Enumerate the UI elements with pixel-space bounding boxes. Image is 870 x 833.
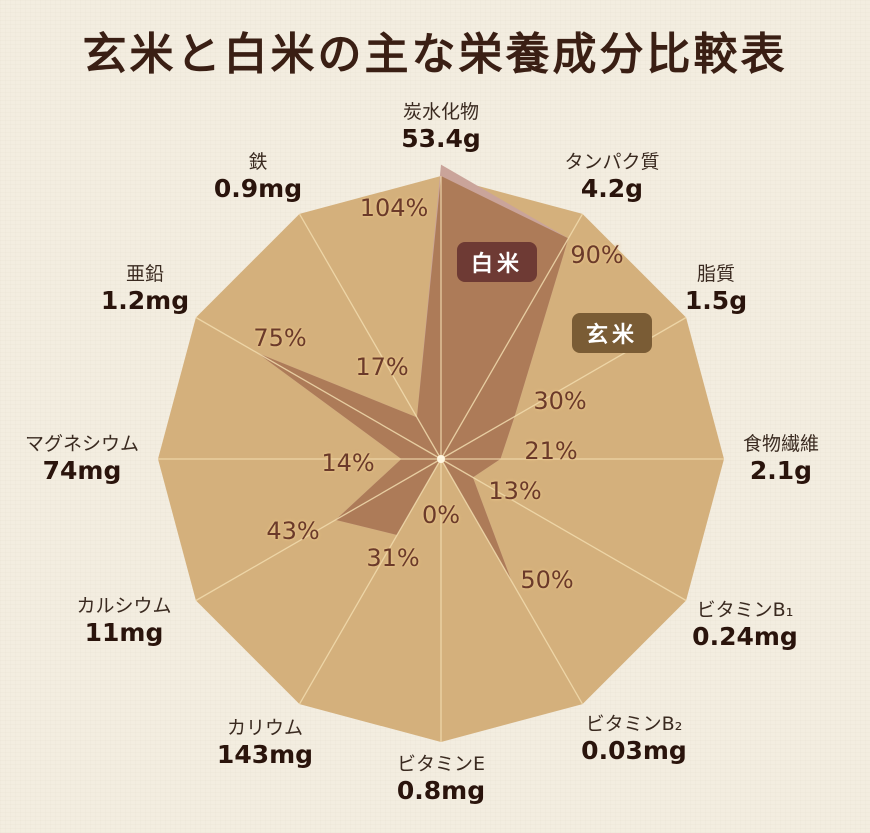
axis-name: タンパク質 <box>564 151 660 173</box>
axis-name: マグネシウム <box>24 433 140 455</box>
axis-name: ビタミンB₂ <box>585 713 683 735</box>
pct-label-vitamin-b2: 50% <box>520 566 574 594</box>
axis-value: 11mg <box>84 618 164 647</box>
axis-name: ビタミンE <box>396 753 486 775</box>
axis-name: 脂質 <box>696 263 735 285</box>
axis-label-zinc: 亜鉛 1.2mg <box>101 262 189 316</box>
spoke-line <box>440 458 687 602</box>
axis-label-iron: 鉄 0.9mg <box>214 150 302 204</box>
pct-label-fat: 30% <box>533 387 587 415</box>
axis-value: 1.5g <box>684 286 748 315</box>
axis-value: 143mg <box>216 740 314 769</box>
axis-value: 1.2mg <box>100 286 190 315</box>
pct-label-zinc: 75% <box>253 324 307 352</box>
pct-label-vitamin-b1: 13% <box>488 477 542 505</box>
spoke-line <box>298 458 442 705</box>
chart-title: 玄米と白米の主な栄養成分比較表 <box>82 29 788 80</box>
axis-value: 4.2g <box>580 174 644 203</box>
axis-name: ビタミンB₁ <box>696 599 794 621</box>
axis-name: カリウム <box>226 717 304 739</box>
axis-label-vitamin-b1: ビタミンB₁ 0.24mg <box>692 598 798 652</box>
center-point <box>437 455 445 463</box>
axis-value: 0.8mg <box>396 776 486 805</box>
spoke-line <box>195 316 442 460</box>
axis-value: 2.1g <box>749 456 813 485</box>
axis-value: 0.24mg <box>692 622 798 651</box>
pct-label-iron: 17% <box>355 353 409 381</box>
legend-badge-brown-rice: 玄米 <box>571 313 653 353</box>
axis-value: 53.4g <box>401 124 481 153</box>
axis-value: 0.03mg <box>581 736 687 765</box>
axis-label-dietary-fiber: 食物繊維 2.1g <box>743 432 819 486</box>
axis-label-calcium: カルシウム 11mg <box>76 594 171 648</box>
axis-label-magnesium: マグネシウム 74mg <box>25 432 139 486</box>
axis-label-fat: 脂質 1.5g <box>685 262 747 316</box>
pct-label-dietary-fiber: 21% <box>524 437 578 465</box>
legend-badge-white-rice: 白米 <box>456 242 538 282</box>
pct-label-protein: 90% <box>570 241 624 269</box>
axis-name: 炭水化物 <box>402 101 480 123</box>
pct-label-vitamin-e: 0% <box>421 501 461 529</box>
axis-label-protein: タンパク質 4.2g <box>564 150 659 204</box>
axis-value: 74mg <box>42 456 122 485</box>
spoke-line <box>298 213 442 460</box>
axis-label-carbohydrate: 炭水化物 53.4g <box>401 100 481 154</box>
axis-name: 亜鉛 <box>125 263 165 285</box>
spoke-line <box>195 458 442 602</box>
axis-label-vitamin-b2: ビタミンB₂ 0.03mg <box>581 712 687 766</box>
axis-label-vitamin-e: ビタミンE 0.8mg <box>397 752 485 806</box>
axis-name: 鉄 <box>248 151 268 173</box>
axis-label-potassium: カリウム 143mg <box>217 716 313 770</box>
axis-name: カルシウム <box>76 595 172 617</box>
spoke-line <box>440 213 584 460</box>
pct-label-carbohydrate: 104% <box>359 194 429 222</box>
pct-label-magnesium: 14% <box>321 449 375 477</box>
spoke-line <box>440 458 584 705</box>
axis-name: 食物繊維 <box>742 433 820 455</box>
pct-label-potassium: 31% <box>366 544 420 572</box>
axis-value: 0.9mg <box>213 174 303 203</box>
pct-label-calcium: 43% <box>266 517 320 545</box>
